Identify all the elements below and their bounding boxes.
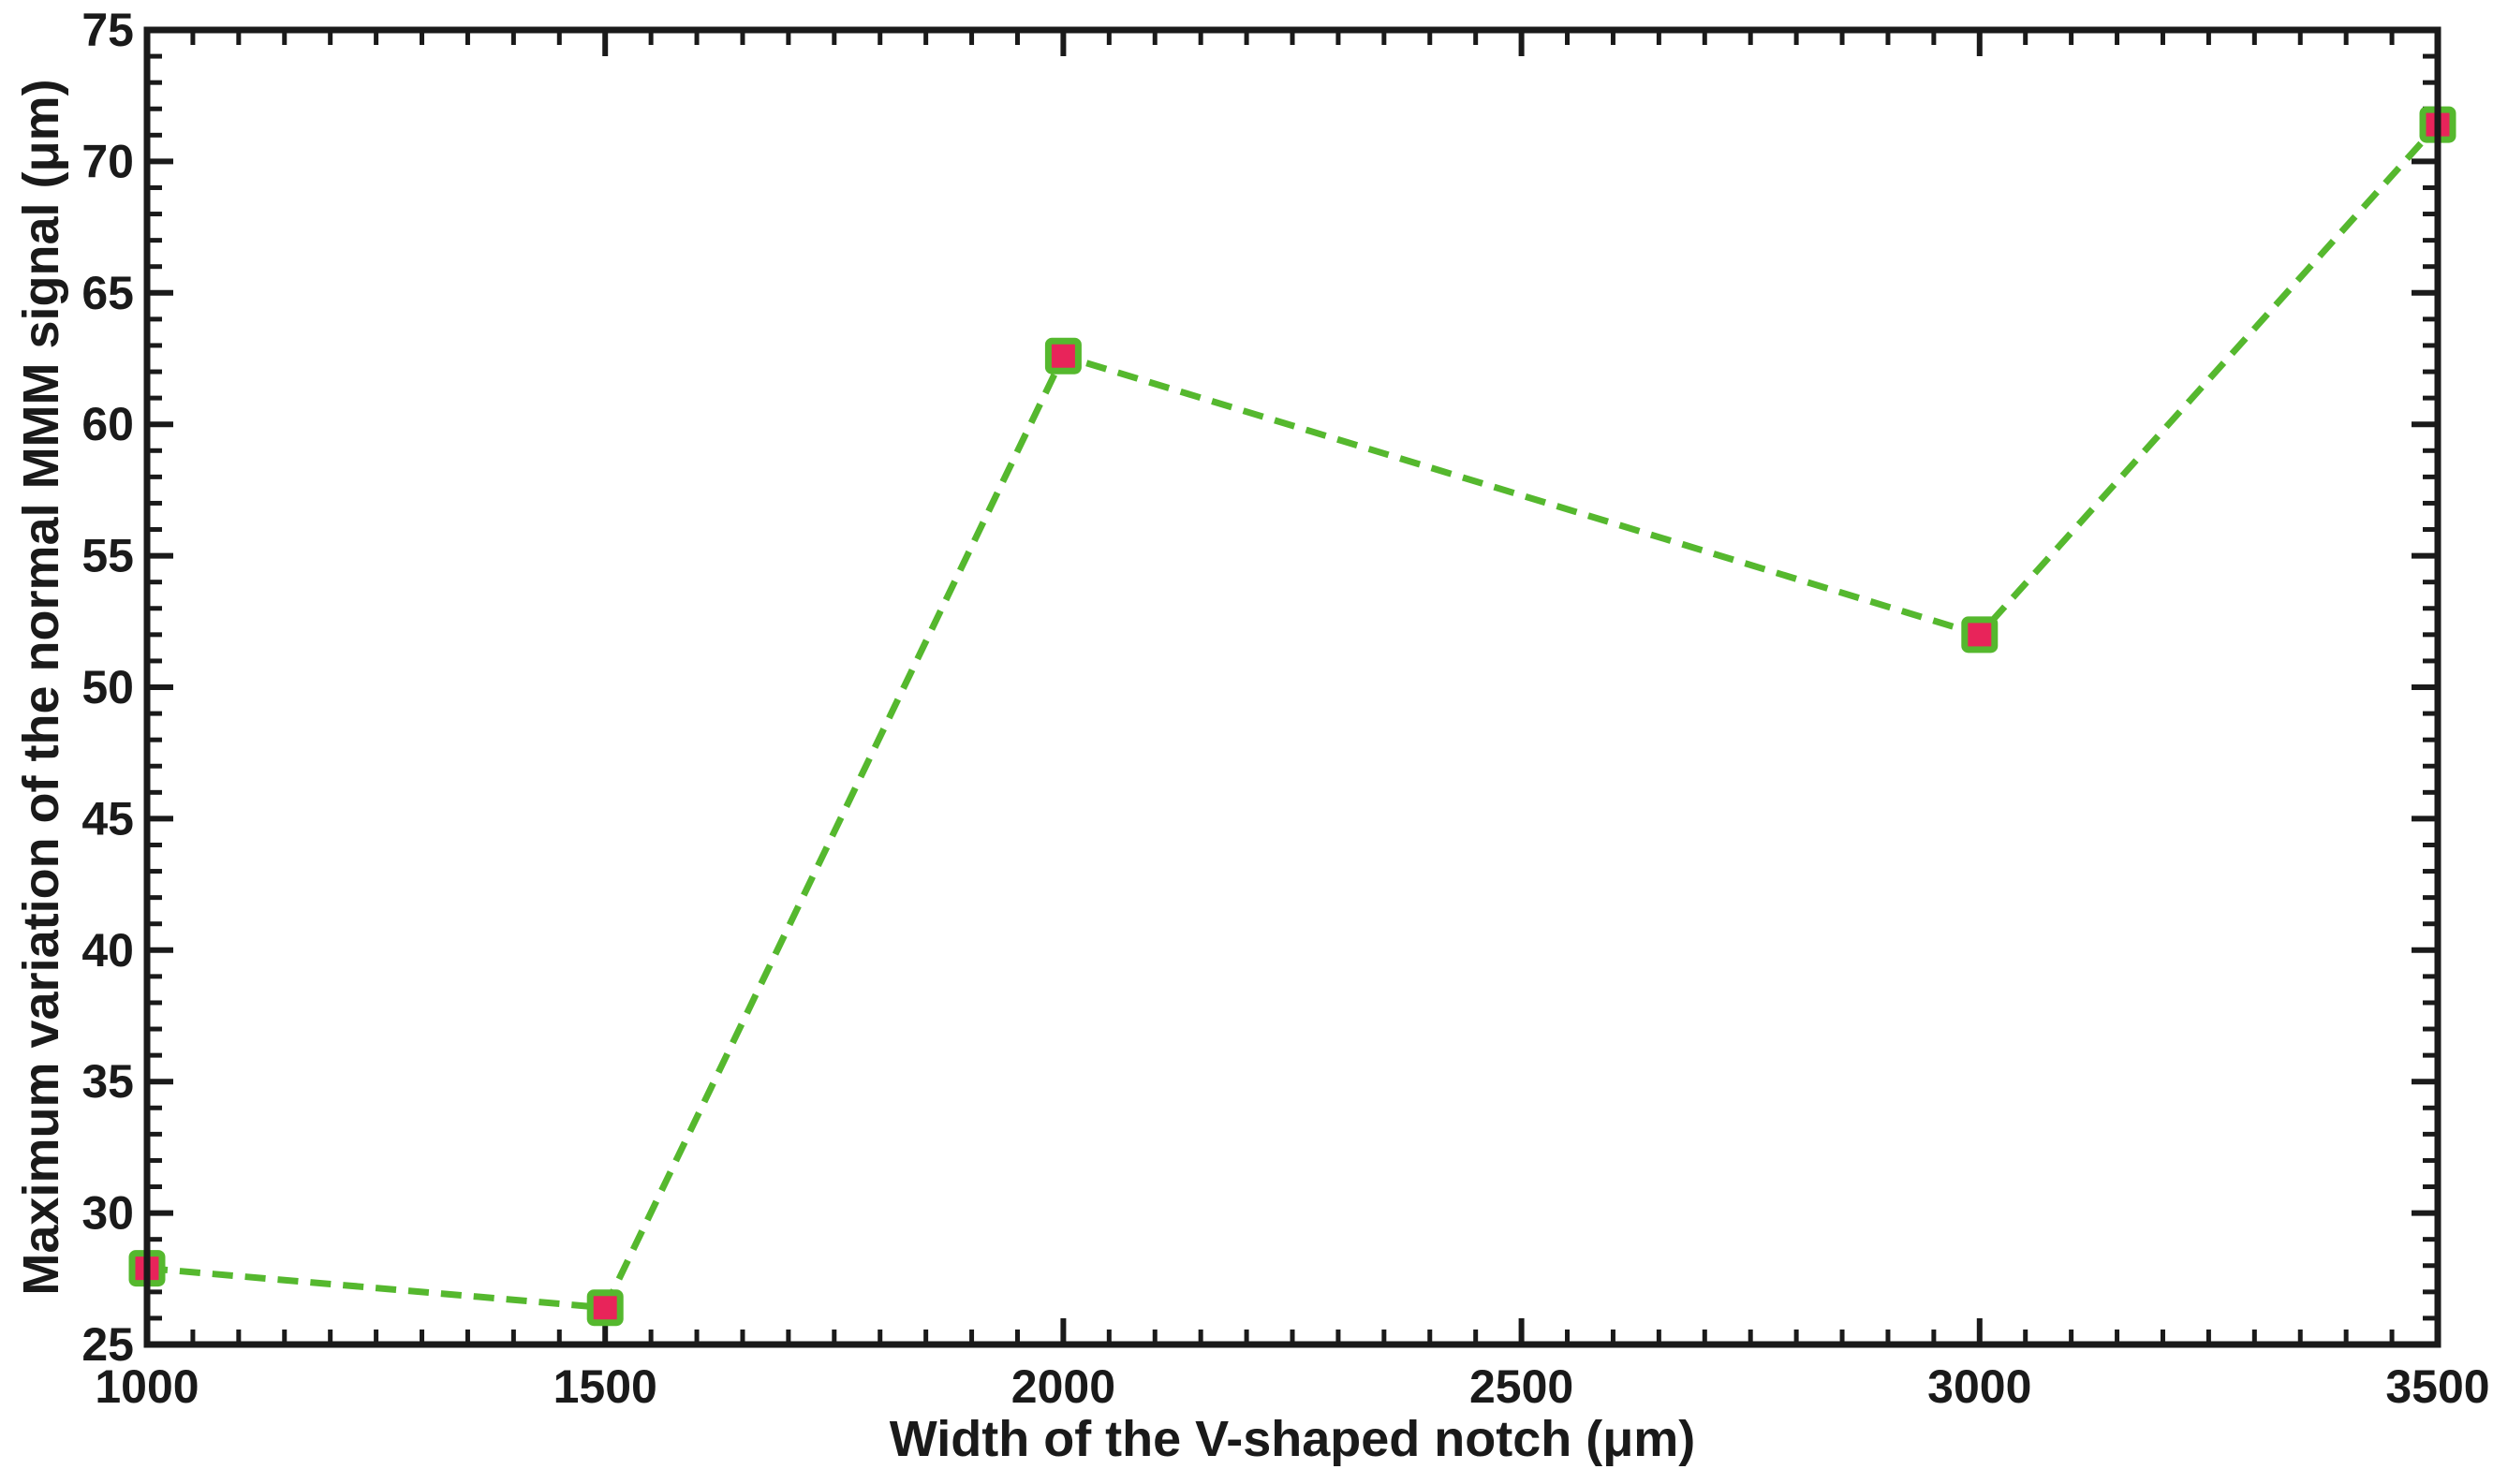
y-tick-label: 35 <box>81 1055 134 1108</box>
y-tick-label: 25 <box>81 1318 134 1371</box>
x-tick-label: 1500 <box>553 1360 657 1413</box>
x-tick-labels: 1000 1500 2000 2500 3000 3500 <box>95 1360 2489 1413</box>
data-point-marker <box>1044 337 1082 375</box>
y-axis-title: Maximum variation of the normal MMM sign… <box>13 79 69 1295</box>
x-tick-label: 2000 <box>1011 1360 1115 1413</box>
y-tick-label: 70 <box>81 135 134 187</box>
y-tick-label: 65 <box>81 267 134 319</box>
minor-ticks <box>147 30 2438 1344</box>
data-point-marker <box>1961 616 1999 654</box>
x-tick-label: 1000 <box>95 1360 199 1413</box>
series-layer <box>128 106 2456 1327</box>
x-tick-label: 3000 <box>1927 1360 2031 1413</box>
y-tick-label: 50 <box>81 661 134 713</box>
series-line <box>146 122 2441 1312</box>
major-ticks <box>144 27 2441 1347</box>
x-tick-label: 2500 <box>1469 1360 1573 1413</box>
y-tick-label: 75 <box>81 4 134 56</box>
x-tick-label: 3500 <box>2385 1360 2489 1413</box>
y-tick-label: 30 <box>81 1187 134 1240</box>
y-tick-label: 40 <box>81 924 134 977</box>
data-point-marker <box>586 1289 624 1327</box>
plot-frame <box>143 26 2441 1348</box>
y-tick-label: 45 <box>81 792 134 845</box>
y-tick-labels: 25 30 35 40 45 50 55 60 65 70 75 <box>81 4 134 1371</box>
y-tick-label: 55 <box>81 530 134 582</box>
x-axis-title: Width of the V-shaped notch (μm) <box>890 1411 1696 1467</box>
y-tick-label: 60 <box>81 398 134 450</box>
